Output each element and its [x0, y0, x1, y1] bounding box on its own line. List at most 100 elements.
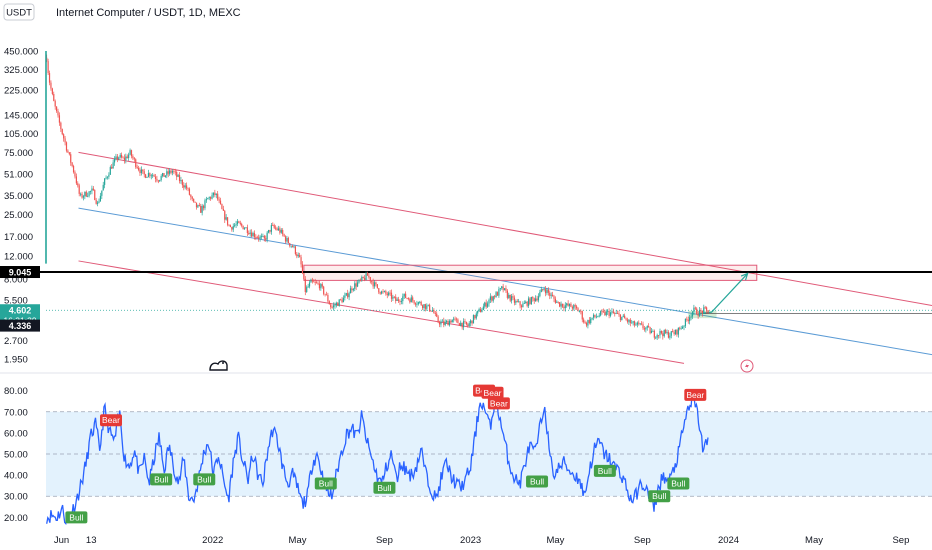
candle-body — [553, 296, 555, 299]
candle-body — [561, 303, 564, 307]
candle-body — [701, 310, 703, 314]
candle-body — [178, 175, 181, 182]
candle-body — [499, 288, 501, 290]
candle-body — [77, 183, 79, 186]
price-tick-label: 105.000 — [4, 129, 38, 140]
candle-body — [371, 281, 373, 283]
candle-body — [689, 317, 691, 322]
bull-signal-label — [65, 511, 88, 524]
candle-body — [573, 305, 575, 309]
candle-body — [696, 308, 698, 315]
candle-body — [707, 310, 709, 314]
candle-body — [578, 311, 581, 312]
price-tick-label: 8.000 — [4, 274, 28, 285]
candle-body — [207, 198, 209, 200]
candle-body — [648, 326, 650, 328]
candle-body — [601, 311, 603, 313]
channel-lower-line[interactable] — [78, 260, 685, 364]
candle-body — [95, 199, 97, 204]
candle-body — [193, 198, 195, 202]
candle-body — [462, 321, 465, 328]
candle-body — [232, 226, 234, 230]
rsi-pane[interactable]: 80.00 70.00 60.00 50.00 40.00 30.00 20.00 Bull… — [4, 384, 932, 526]
candle-body — [464, 321, 466, 322]
candle-body — [526, 301, 528, 306]
candle-body — [704, 307, 706, 309]
candle-body — [104, 178, 106, 185]
candle-body — [566, 303, 568, 306]
candle-body — [629, 319, 631, 324]
candle-body — [106, 176, 109, 178]
candle-body — [205, 199, 207, 201]
candle-body — [60, 122, 62, 130]
candle-body — [221, 204, 223, 209]
time-tick-label: May — [546, 535, 564, 546]
candle-body — [314, 282, 316, 283]
candle-body — [433, 310, 435, 314]
candle-body — [680, 328, 682, 330]
candle-body — [156, 178, 158, 181]
candle-body — [529, 298, 531, 305]
bull-signal-label — [314, 477, 337, 490]
candle-body — [495, 292, 497, 298]
candle-body — [89, 191, 92, 192]
candle-body — [533, 298, 535, 301]
candle-body — [265, 238, 267, 240]
candle-body — [625, 318, 627, 320]
support-trendline[interactable] — [78, 207, 932, 356]
candle-body — [304, 278, 306, 293]
candle-body — [488, 299, 490, 304]
candle-body — [351, 288, 353, 291]
candle-body — [641, 323, 643, 325]
candle-body — [253, 232, 256, 237]
price-pane[interactable]: 450.000 325.000 225.000 145.000 105.000 75.00… — [0, 46, 932, 373]
candle-body — [420, 301, 422, 306]
candle-body — [393, 296, 395, 298]
candle-body — [645, 327, 647, 330]
candle-body — [186, 185, 188, 189]
candle-body — [260, 236, 263, 238]
candle-body — [631, 322, 633, 324]
candle-body — [181, 179, 183, 186]
currency-button[interactable] — [3, 3, 35, 21]
candle-body — [421, 305, 424, 309]
candle-body — [544, 289, 547, 294]
candle-body — [440, 321, 442, 325]
candle-body — [63, 134, 65, 139]
price-tick-label: 450.000 — [4, 46, 38, 57]
candle-body — [355, 283, 357, 287]
lightning-icon[interactable] — [740, 359, 754, 373]
candle-body — [362, 276, 364, 278]
candle-body — [204, 200, 206, 209]
candle-body — [142, 169, 144, 172]
projection-path[interactable] — [698, 273, 749, 315]
candle-body — [334, 305, 336, 307]
candle-body — [135, 159, 137, 167]
candle-body — [80, 193, 82, 195]
rsi-tick-label: 80.00 — [4, 386, 28, 397]
candle-body — [525, 301, 527, 304]
candle-body — [672, 331, 674, 333]
candle-body — [85, 191, 87, 197]
candle-body — [243, 228, 246, 230]
projection-arrowhead — [740, 272, 749, 281]
candle-body — [597, 316, 599, 318]
candle-body — [163, 173, 165, 177]
channel-upper-line[interactable] — [78, 151, 932, 307]
candle-body — [581, 311, 583, 320]
candle-body — [413, 300, 415, 304]
candle-body — [74, 172, 76, 177]
candle-body — [372, 281, 374, 287]
candle-body — [364, 277, 366, 281]
candle-body — [307, 286, 309, 288]
currency-button-label[interactable]: USDT — [6, 8, 32, 19]
drawing-overlays[interactable] — [0, 151, 932, 364]
candle-body — [693, 307, 695, 312]
candle-body — [642, 324, 644, 329]
time-x-axis[interactable]: Jun 13 2022 May Sep 2023 May Sep 2024 May Sep — [54, 535, 909, 546]
candle-body — [231, 227, 233, 230]
candle-body — [417, 302, 419, 305]
candle-body — [58, 115, 61, 123]
candle-body — [277, 228, 280, 231]
